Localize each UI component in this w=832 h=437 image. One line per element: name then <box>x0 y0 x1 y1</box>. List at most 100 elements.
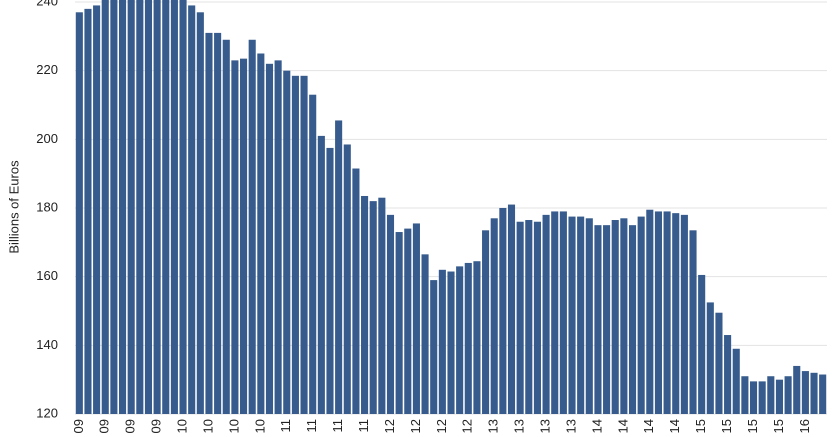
bar <box>724 335 732 414</box>
bar <box>525 220 533 414</box>
x-tick-label: 12 <box>382 419 397 433</box>
bar <box>412 223 420 414</box>
bar <box>620 218 628 414</box>
y-tick-label: 120 <box>36 405 58 420</box>
bar <box>473 261 481 414</box>
bar <box>603 225 611 414</box>
bar <box>196 12 204 415</box>
bar <box>265 63 274 415</box>
bar <box>585 218 593 414</box>
bar <box>654 211 662 414</box>
bar <box>309 94 317 414</box>
bar <box>317 135 325 414</box>
x-tick-label: 13 <box>512 419 527 433</box>
bar <box>110 0 118 415</box>
bar <box>577 216 585 414</box>
bar <box>646 209 654 414</box>
bar <box>343 144 351 414</box>
bar <box>101 0 109 415</box>
x-tick-label: 09 <box>97 419 112 433</box>
bar <box>84 8 92 414</box>
x-tick-label: 13 <box>486 419 501 433</box>
bar <box>464 262 472 414</box>
bar <box>689 230 697 414</box>
bar <box>698 274 706 414</box>
bar <box>533 221 541 414</box>
x-tick-label: 11 <box>278 419 293 433</box>
bar <box>611 220 619 414</box>
bar <box>127 0 135 415</box>
y-tick-label: 200 <box>36 131 58 146</box>
bar <box>214 32 222 415</box>
x-tick-label: 09 <box>71 419 86 433</box>
bar <box>732 348 740 414</box>
bar <box>637 216 645 414</box>
bar <box>430 280 438 414</box>
bar <box>352 168 360 414</box>
bar <box>559 211 567 414</box>
x-tick-label: 12 <box>460 419 475 433</box>
x-tick-label: 12 <box>408 419 423 433</box>
y-tick-label: 140 <box>36 337 58 352</box>
bar <box>628 225 637 414</box>
bar <box>551 211 559 414</box>
bar <box>283 70 291 415</box>
bar <box>162 0 170 415</box>
bar <box>361 195 369 414</box>
bar <box>507 204 516 414</box>
bar <box>300 75 308 415</box>
x-tick-label: 10 <box>174 419 189 433</box>
bar <box>499 208 507 414</box>
x-tick-label: 11 <box>356 419 371 433</box>
bar <box>594 225 602 414</box>
bar <box>767 376 775 414</box>
bar <box>542 214 550 414</box>
x-tick-label: 15 <box>745 419 760 433</box>
bar <box>801 371 809 414</box>
bar <box>188 5 196 415</box>
bar <box>715 312 723 414</box>
bar <box>369 201 377 414</box>
y-tick-label: 180 <box>36 199 58 214</box>
bar <box>421 254 429 414</box>
bar <box>170 0 178 415</box>
bar <box>568 216 576 414</box>
y-tick-label: 220 <box>36 62 58 77</box>
x-tick-label: 11 <box>330 419 345 433</box>
bar <box>179 0 187 415</box>
bar <box>404 228 412 414</box>
bar <box>291 75 299 415</box>
bar <box>741 376 749 414</box>
x-tick-label: 14 <box>667 419 682 433</box>
bar <box>456 266 464 414</box>
bar <box>438 269 446 414</box>
bar <box>93 5 101 415</box>
bar <box>672 213 680 414</box>
bar <box>231 60 239 414</box>
x-tick-label: 14 <box>615 419 630 433</box>
x-tick-label: 15 <box>693 419 708 433</box>
x-tick-label: 15 <box>719 419 734 433</box>
y-axis-label: Billions of Euros <box>6 160 21 254</box>
x-tick-label: 12 <box>434 419 449 433</box>
bar <box>706 302 714 414</box>
bar <box>793 365 801 414</box>
bar <box>326 147 334 414</box>
bar <box>153 0 161 414</box>
x-tick-label: 16 <box>797 419 812 433</box>
bar <box>663 211 671 414</box>
bar <box>516 221 524 414</box>
bar <box>819 374 827 414</box>
x-tick-label: 14 <box>589 419 604 433</box>
x-tick-label: 09 <box>123 419 138 433</box>
bar <box>395 232 403 414</box>
x-tick-label: 13 <box>563 419 578 433</box>
bar <box>680 214 688 414</box>
x-tick-label: 10 <box>200 419 215 433</box>
bar <box>482 230 490 414</box>
x-tick-label: 15 <box>771 419 786 433</box>
bar <box>205 32 213 415</box>
bar <box>240 58 248 415</box>
bar <box>784 376 792 414</box>
